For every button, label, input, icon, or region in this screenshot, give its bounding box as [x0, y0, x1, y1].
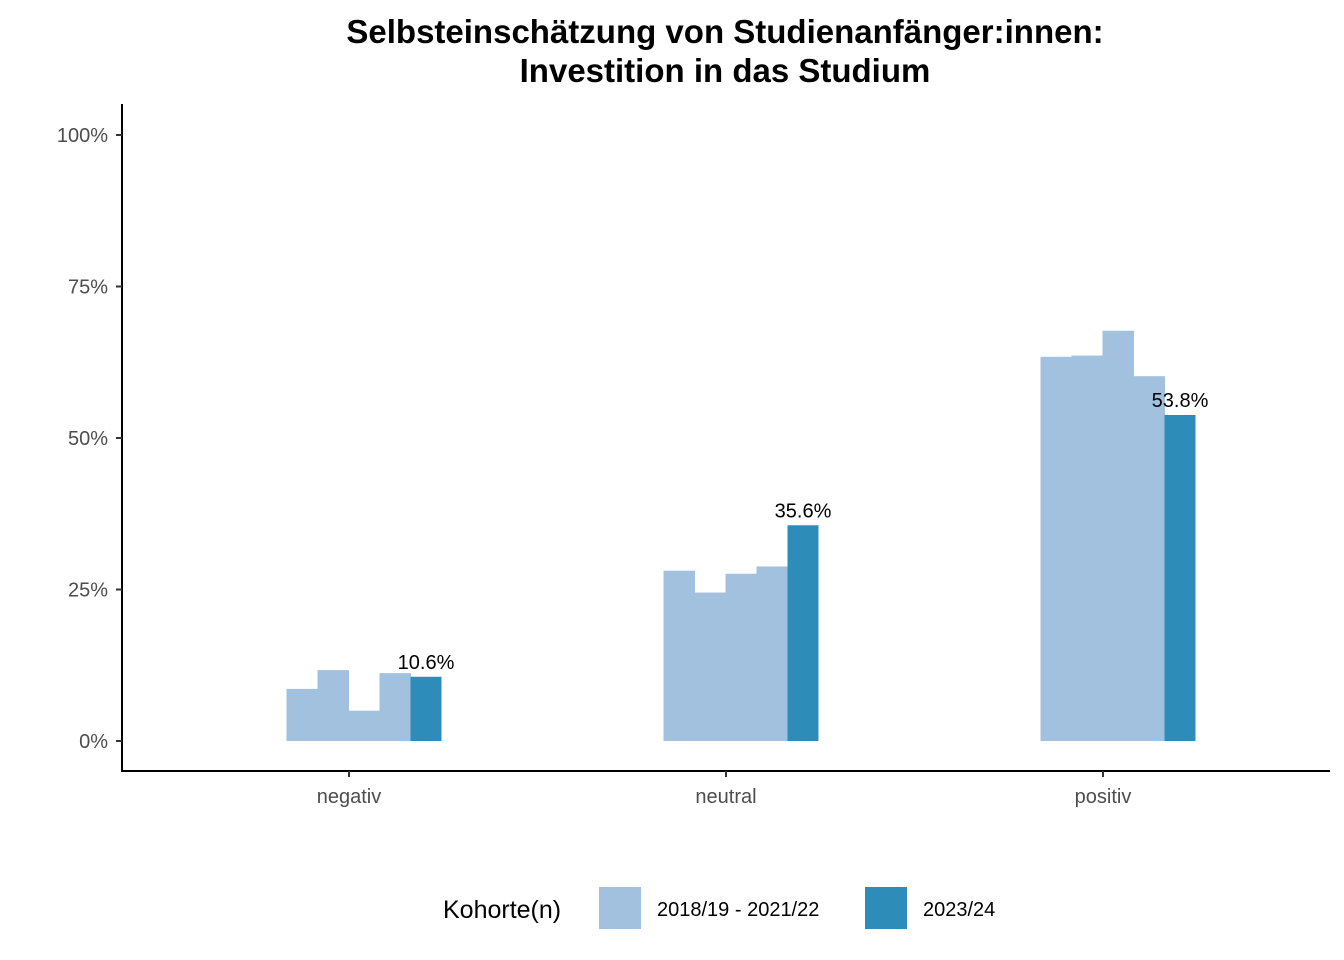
bar-2023-24 — [410, 676, 442, 741]
bar-2018-2022 — [756, 566, 788, 741]
y-tick-label: 75% — [68, 277, 108, 299]
data-label: 35.6% — [775, 500, 832, 522]
legend-key-2023-24 — [865, 887, 907, 929]
bar-2018-2022 — [286, 688, 318, 741]
y-axis-ticks: 0% 25% 50% 75% 100% — [57, 125, 122, 753]
bar-2018-2022 — [348, 710, 380, 741]
y-tick-label: 0% — [79, 731, 108, 753]
bar-2018-2022 — [1133, 376, 1165, 741]
data-label: 10.6% — [398, 652, 455, 674]
bar-2018-2022 — [725, 573, 757, 741]
legend-label-2023-24: 2023/24 — [923, 899, 995, 921]
bar-2018-2022 — [317, 670, 349, 741]
x-axis-ticks: negativ neutral positiv — [317, 771, 1132, 808]
legend-label-2018-2022: 2018/19 - 2021/22 — [657, 899, 819, 921]
legend: Kohorte(n) 2018/19 - 2021/22 2023/24 — [443, 887, 995, 929]
legend-key-2018-2022 — [599, 887, 641, 929]
bar-2018-2022 — [1102, 330, 1134, 741]
y-tick-label: 100% — [57, 125, 108, 147]
plot-area: 10.6% 35.6% 53.8% — [286, 330, 1209, 741]
x-tick-label: negativ — [317, 786, 382, 808]
bar-2023-24 — [1164, 414, 1196, 741]
x-tick-label: neutral — [695, 786, 756, 808]
y-tick-label: 25% — [68, 580, 108, 602]
bar-2018-2022 — [694, 592, 726, 741]
x-tick-label: positiv — [1075, 786, 1132, 808]
chart-title-line-1: Selbsteinschätzung von Studienanfänger:i… — [346, 13, 1103, 50]
bar-2018-2022 — [1040, 356, 1072, 741]
bar-2023-24 — [787, 525, 819, 741]
bar-2018-2022 — [663, 570, 695, 741]
bar-2018-2022 — [1071, 355, 1103, 741]
bar-2018-2022 — [379, 673, 411, 741]
data-label: 53.8% — [1152, 390, 1209, 412]
y-tick-label: 50% — [68, 428, 108, 450]
chart-title-line-2: Investition in das Studium — [520, 52, 931, 89]
legend-title: Kohorte(n) — [443, 896, 561, 924]
